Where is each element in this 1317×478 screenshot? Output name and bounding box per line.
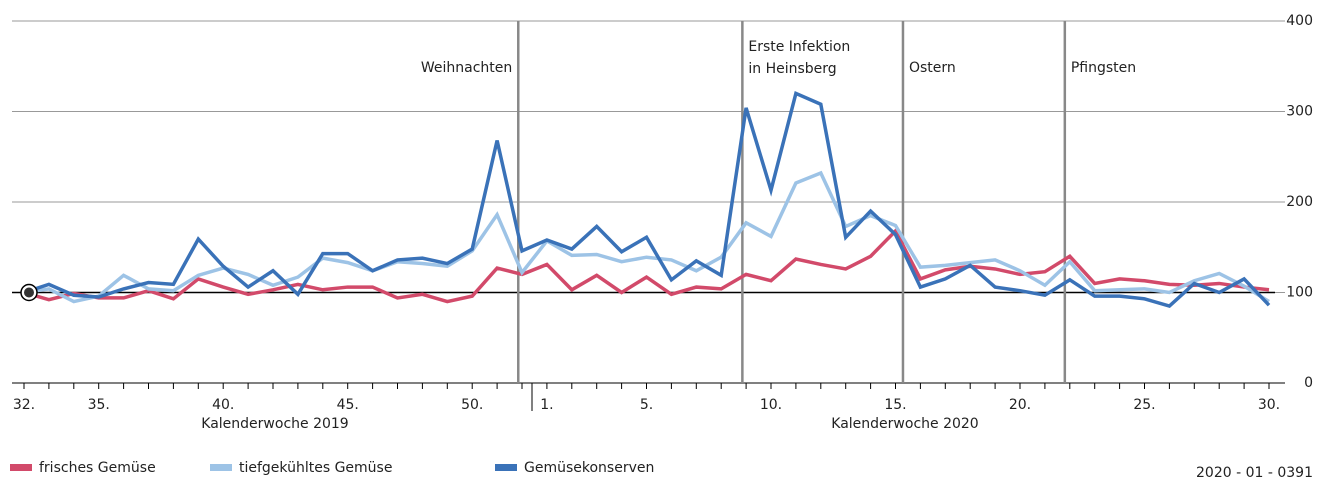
series-line	[23, 90, 1271, 309]
annotation: Ostern	[909, 60, 956, 76]
x-tick-label: 20.	[1009, 397, 1031, 413]
x-tick-label: 50.	[461, 397, 483, 413]
legend-label: frisches Gemüse	[39, 460, 156, 476]
x-tick-label: 15.	[884, 397, 906, 413]
legend-label: tiefgekühltes Gemüse	[239, 460, 392, 476]
x-tick-label: 32.	[13, 397, 35, 413]
legend-label: Gemüsekonserven	[524, 460, 654, 476]
y-tick-label: 400	[1286, 13, 1313, 29]
x-tick-label: 5.	[640, 397, 653, 413]
x-tick-label: 35.	[88, 397, 110, 413]
x-tick-label: 10.	[760, 397, 782, 413]
y-tick-label: 0	[1304, 375, 1313, 391]
series-line	[23, 170, 1270, 304]
x-tick-label: 45.	[337, 397, 359, 413]
y-tick-label: 100	[1286, 285, 1313, 301]
legend-swatch	[210, 464, 232, 471]
x-tick-label: 1.	[540, 397, 553, 413]
source-id: 2020 - 01 - 0391	[1196, 465, 1313, 478]
series-line	[23, 228, 1270, 304]
annotation: Erste Infektion	[748, 39, 850, 55]
x-axis-label: Kalenderwoche 2020	[831, 416, 978, 432]
index-marker-dot	[24, 287, 34, 298]
annotation: Weihnachten	[421, 60, 512, 76]
annotation: in Heinsberg	[748, 61, 836, 77]
x-tick-label: 40.	[212, 397, 234, 413]
y-tick-label: 300	[1286, 104, 1313, 120]
legend-swatch	[10, 464, 32, 471]
x-axis-label: Kalenderwoche 2019	[201, 416, 348, 432]
legend-swatch	[495, 464, 517, 471]
y-tick-label: 200	[1286, 194, 1313, 210]
annotation: Pfingsten	[1071, 60, 1136, 76]
x-tick-label: 25.	[1133, 397, 1155, 413]
x-tick-label: 30.	[1258, 397, 1280, 413]
